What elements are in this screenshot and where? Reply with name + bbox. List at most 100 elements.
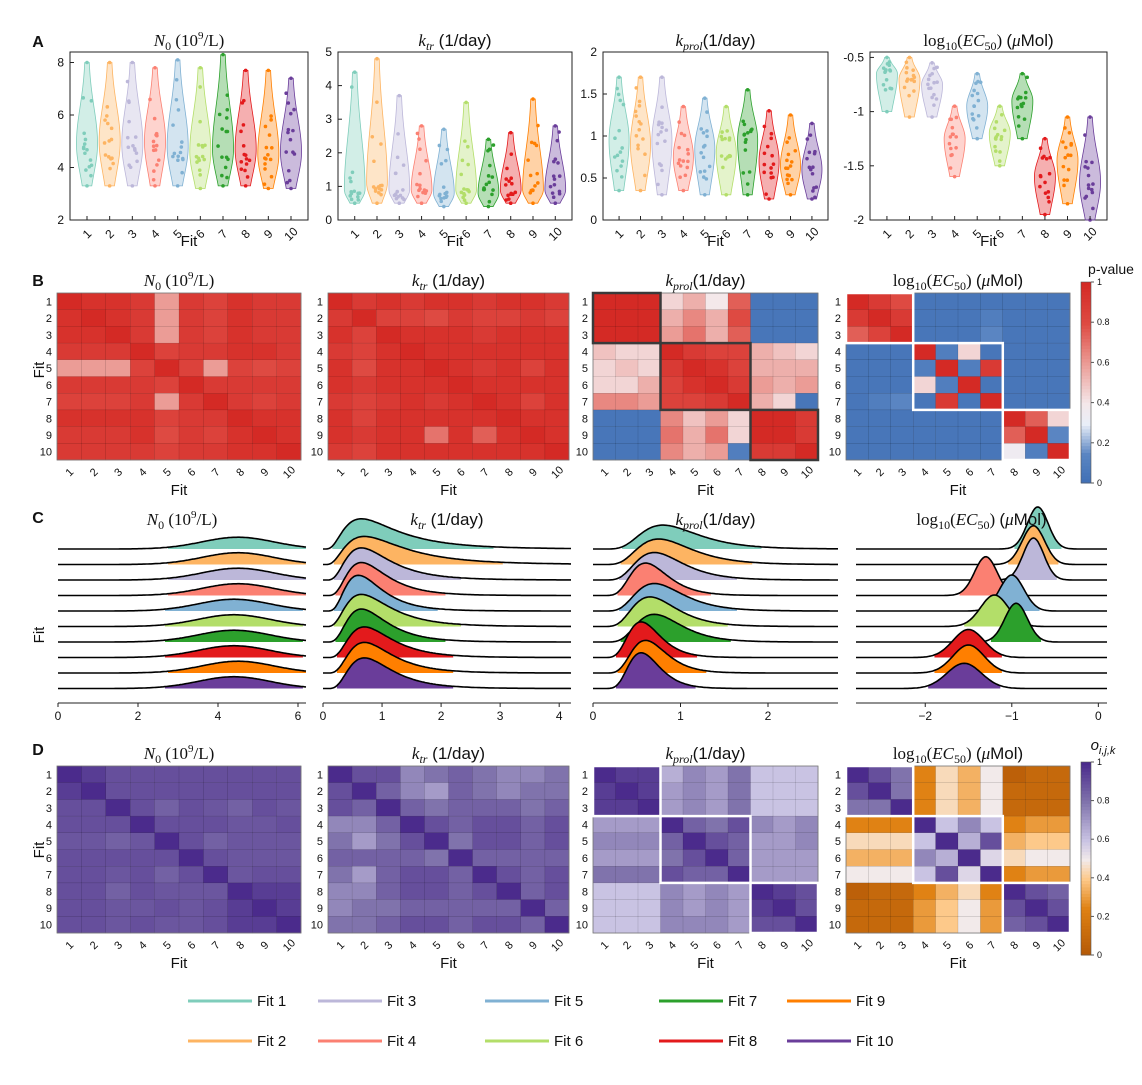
data-point (978, 80, 983, 85)
heatmap-cell (203, 916, 229, 934)
heatmap-cell (203, 393, 229, 411)
panel-c-title-3: kprol(1/day) (675, 510, 755, 532)
heatmap-cell (1002, 782, 1026, 800)
x-tick-label: 9 (527, 466, 540, 479)
x-tick-label: 4 (215, 709, 222, 723)
heatmap-cell (351, 882, 377, 901)
heatmap-cell (544, 832, 570, 850)
heatmap-cell (376, 799, 401, 817)
colorbar-segment (1081, 442, 1091, 447)
heatmap-cell (935, 376, 959, 394)
heatmap-cell (845, 443, 869, 461)
data-point (356, 191, 360, 196)
heatmap-cell (890, 409, 914, 427)
heatmap-cell (178, 899, 204, 917)
data-point (762, 124, 767, 129)
heatmap-cell (496, 849, 522, 867)
data-point (460, 158, 465, 163)
colorbar-segment (1081, 861, 1091, 866)
heatmap-cell (845, 292, 869, 311)
y-tick-label: 1 (590, 129, 597, 143)
heatmap-cell (81, 782, 107, 800)
heatmap-cell (615, 765, 639, 784)
heatmap-cell (178, 359, 204, 377)
data-point-max (885, 55, 889, 60)
x-tick-label: 5 (941, 466, 954, 479)
y-tick-label: 5 (835, 363, 841, 375)
heatmap-cell (682, 393, 706, 411)
heatmap-cell (660, 292, 684, 311)
heatmap-cell (327, 359, 353, 377)
ridge-line-fit-2 (323, 535, 571, 566)
heatmap-cell (376, 309, 401, 327)
x-tick-label: 8 (1038, 226, 1053, 241)
heatmap-cell (400, 409, 425, 427)
heatmap-cell (472, 815, 498, 834)
colorbar-segment (1081, 476, 1091, 481)
y-tick-label: 7 (582, 397, 588, 409)
ridge-fill-fit-10 (164, 676, 303, 689)
heatmap-cell (980, 832, 1004, 850)
cluster-box (749, 408, 820, 462)
data-point-max (198, 65, 203, 70)
heatmap-cell (424, 782, 449, 800)
heatmap-cell (56, 866, 82, 884)
ridge-line-fit-8 (58, 644, 307, 659)
colorbar-segment (1081, 345, 1091, 350)
data-point (370, 134, 375, 139)
heatmap-cell (81, 309, 107, 327)
heatmap-cell (544, 899, 570, 917)
data-point (459, 172, 464, 177)
x-tick-label: 2 (902, 226, 917, 241)
x-tick-label: 6 (711, 466, 724, 479)
heatmap-cell (400, 832, 425, 850)
heatmap-cell (1024, 443, 1048, 461)
heatmap-cell (705, 849, 729, 867)
colorbar-segment (1081, 362, 1091, 367)
data-point-max (702, 96, 707, 100)
data-point (747, 170, 752, 174)
data-point (85, 147, 89, 152)
heatmap-cell (615, 309, 639, 327)
data-point (702, 169, 707, 173)
data-point (396, 132, 400, 136)
data-point (244, 157, 249, 161)
data-point (721, 165, 725, 170)
heatmap-cell (845, 309, 869, 327)
data-point-min (221, 184, 225, 188)
x-tick-label: 4 (919, 466, 932, 479)
data-point (932, 92, 936, 97)
y-tick-label: 7 (46, 870, 52, 882)
data-point (1067, 130, 1072, 135)
heatmap-cell (400, 882, 425, 901)
ridge-line-fit-4 (593, 562, 838, 597)
x-tick-label: 7 (740, 226, 755, 241)
heatmap-cell (637, 359, 661, 377)
x-axis-label: Fit (447, 233, 464, 250)
data-point (239, 167, 244, 171)
colorbar-tick-label: 0 (1097, 950, 1102, 960)
x-tick-label: 4 (556, 709, 563, 723)
data-point (934, 97, 939, 101)
heatmap-cell (227, 426, 253, 444)
heatmap-cell (472, 765, 498, 784)
data-point (905, 66, 909, 70)
x-tick-label: 9 (1060, 226, 1075, 241)
heatmap-cell (1002, 309, 1026, 327)
x-tick-label: 2 (370, 226, 385, 241)
data-point (1069, 143, 1073, 147)
heatmap-cell (890, 866, 914, 884)
heatmap-cell (705, 342, 729, 361)
heatmap-cell (496, 832, 522, 850)
heatmap-cell (56, 376, 82, 394)
heatmap-cell (227, 342, 253, 361)
heatmap-cell (637, 866, 661, 884)
heatmap-cell (845, 849, 869, 867)
heatmap-cell (845, 326, 869, 344)
data-point (1063, 126, 1067, 130)
heatmap-cell (868, 342, 892, 361)
heatmap-cell (913, 409, 937, 427)
heatmap-cell (376, 292, 401, 311)
